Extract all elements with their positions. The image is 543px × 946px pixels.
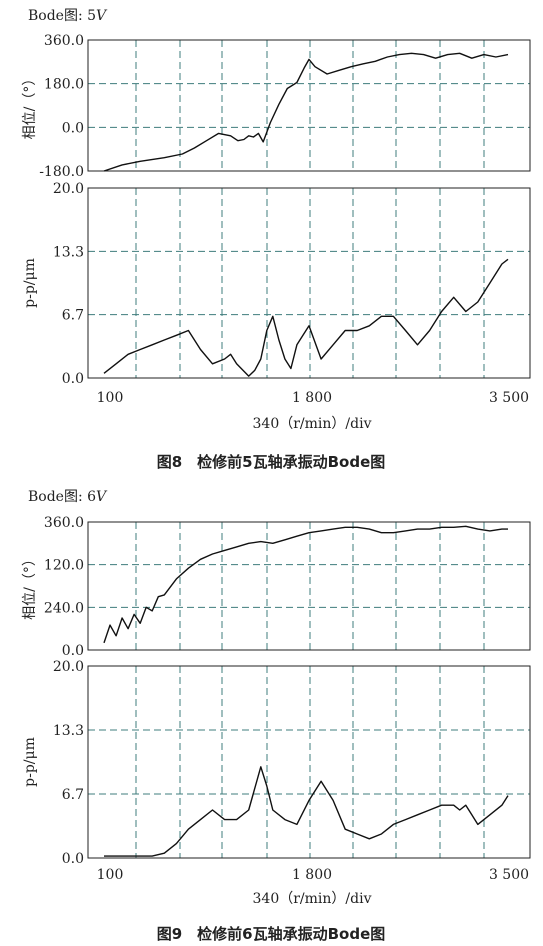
phase-series-line bbox=[103, 525, 508, 644]
x-axis-label: 340（r/min）/div bbox=[253, 891, 372, 907]
bode-figure-1: Bode图: 5V 360.0 180.0 0.0 -180.0 相位/（°） 20.0 13… bbox=[22, 8, 531, 471]
amplitude-series-line bbox=[103, 258, 509, 377]
amplitude-y-tick-label: 13.3 bbox=[53, 244, 84, 260]
x-tick-label: 3 500 bbox=[489, 390, 529, 406]
phase-y-tick-label: 360.0 bbox=[44, 515, 84, 531]
phase-y-tick-label: 360.0 bbox=[44, 33, 84, 49]
bode-label: Bode图: 6V bbox=[28, 489, 108, 505]
x-tick-label: 1 800 bbox=[292, 867, 332, 883]
amplitude-y-tick-label: 0.0 bbox=[62, 851, 84, 867]
amplitude-series-line bbox=[104, 766, 509, 857]
phase-y-axis-label: 相位/（°） bbox=[22, 552, 38, 620]
figure-caption: 图9 检修前6瓦轴承振动Bode图 bbox=[157, 925, 386, 943]
phase-y-tick-label: 0.0 bbox=[62, 643, 84, 659]
x-tick-label: 100 bbox=[97, 390, 124, 406]
amplitude-plot-frame bbox=[87, 187, 531, 379]
bode-label: Bode图: 5V bbox=[28, 8, 108, 24]
amplitude-y-axis-label: p-p/μm bbox=[22, 737, 38, 787]
phase-panel: 360.0 180.0 0.0 -180.0 相位/（°） bbox=[22, 33, 531, 180]
bode-figure-2: Bode图: 6V 360.0 120.0 240.0 0.0 相位/（°） 20.0 13.… bbox=[22, 489, 531, 943]
phase-y-tick-label: 180.0 bbox=[44, 77, 84, 93]
amplitude-y-axis-label: p-p/μm bbox=[22, 258, 38, 308]
amplitude-panel: 20.0 13.3 6.7 0.0 p-p/μm bbox=[22, 181, 531, 387]
phase-plot-frame bbox=[87, 521, 531, 651]
phase-plot-frame bbox=[87, 39, 531, 172]
x-tick-label: 3 500 bbox=[489, 867, 529, 883]
phase-y-tick-label: 0.0 bbox=[62, 120, 84, 136]
amplitude-plot-frame bbox=[87, 665, 531, 859]
amplitude-y-tick-label: 13.3 bbox=[53, 723, 84, 739]
phase-y-tick-label: 240.0 bbox=[44, 600, 84, 616]
figure-caption: 图8 检修前5瓦轴承振动Bode图 bbox=[157, 453, 386, 471]
amplitude-y-tick-label: 20.0 bbox=[53, 181, 84, 197]
phase-y-tick-label: -180.0 bbox=[39, 164, 84, 180]
amplitude-y-tick-label: 20.0 bbox=[53, 659, 84, 675]
amplitude-y-tick-label: 6.7 bbox=[62, 308, 84, 324]
amplitude-y-tick-label: 6.7 bbox=[62, 787, 84, 803]
amplitude-panel: 20.0 13.3 6.7 0.0 p-p/μm bbox=[22, 659, 531, 867]
x-tick-label: 1 800 bbox=[292, 390, 332, 406]
phase-series-line bbox=[103, 52, 509, 172]
phase-panel: 360.0 120.0 240.0 0.0 相位/（°） bbox=[22, 515, 531, 659]
phase-y-tick-label: 120.0 bbox=[44, 558, 84, 574]
x-tick-label: 100 bbox=[97, 867, 124, 883]
amplitude-y-tick-label: 0.0 bbox=[62, 371, 84, 387]
x-axis-label: 340（r/min）/div bbox=[253, 416, 372, 432]
phase-y-axis-label: 相位/（°） bbox=[22, 72, 38, 140]
